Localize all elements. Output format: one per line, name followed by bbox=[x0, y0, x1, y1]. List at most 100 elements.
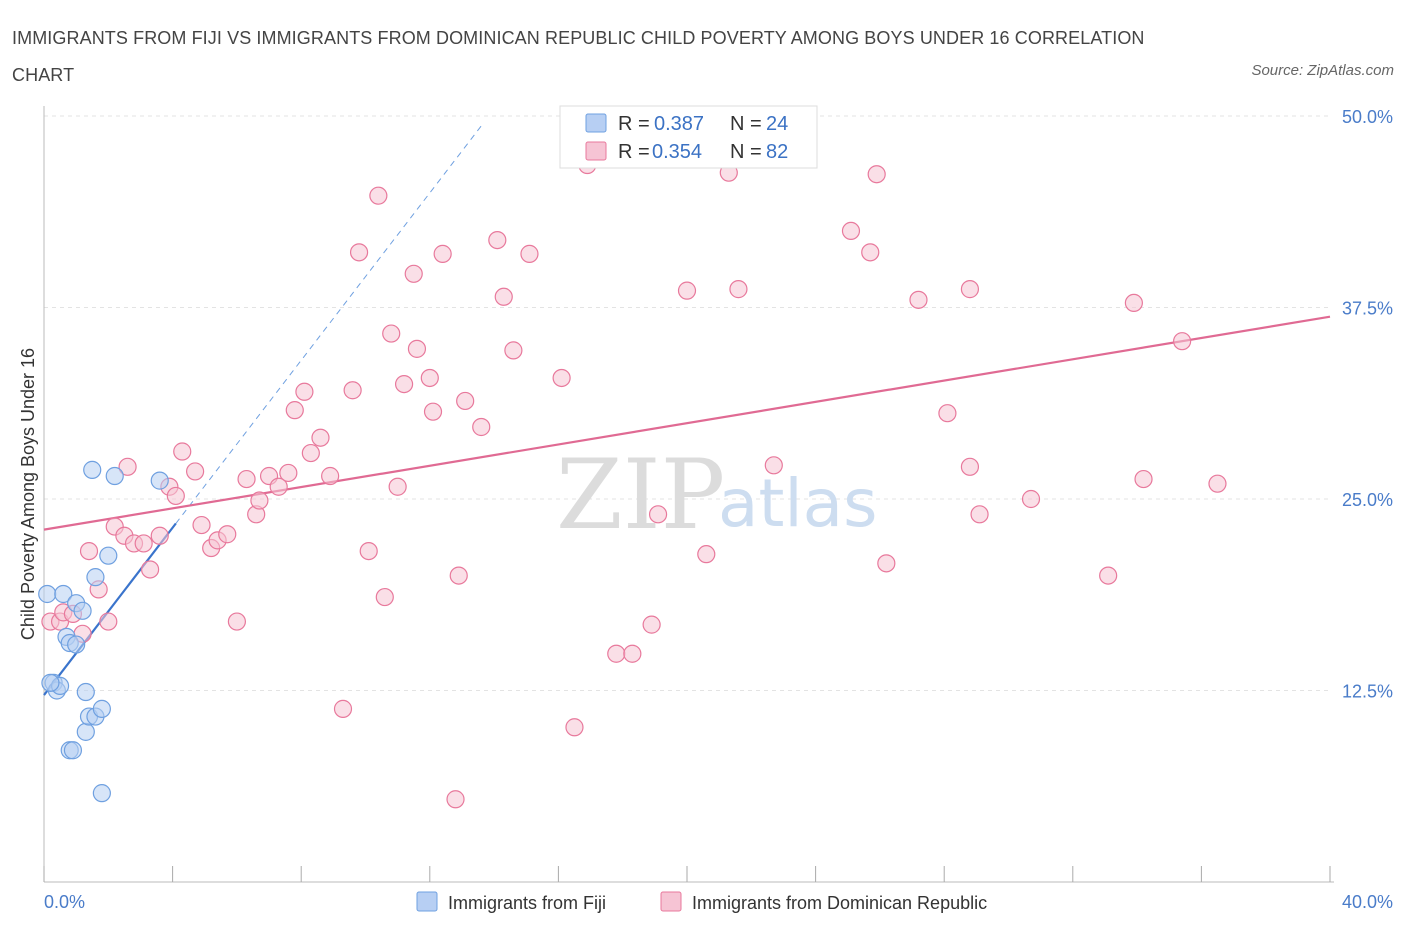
point-fiji-18 bbox=[92, 699, 111, 718]
point-dr-68 bbox=[764, 456, 783, 475]
point-fiji-21 bbox=[105, 466, 124, 486]
point-dr-81 bbox=[1134, 469, 1153, 489]
chart-title: IMMIGRANTS FROM FIJI VS IMMIGRANTS FROM … bbox=[12, 28, 1145, 85]
point-fiji-0 bbox=[38, 584, 57, 604]
point-dr-83 bbox=[1208, 474, 1227, 493]
legend-swatch-dr bbox=[585, 141, 607, 161]
point-dr-16 bbox=[166, 486, 185, 506]
point-dr-49 bbox=[446, 790, 465, 809]
point-dr-69 bbox=[841, 221, 861, 240]
legend-r-value-fiji: 0.387 bbox=[654, 113, 704, 135]
point-dr-73 bbox=[909, 290, 928, 309]
point-fiji-20 bbox=[99, 546, 118, 565]
point-dr-10 bbox=[118, 457, 137, 476]
point-fiji-11 bbox=[73, 601, 92, 620]
point-dr-43 bbox=[394, 375, 414, 394]
point-dr-14 bbox=[150, 526, 169, 545]
point-dr-7 bbox=[99, 612, 118, 631]
trend-lines bbox=[43, 125, 1331, 696]
point-dr-38 bbox=[359, 541, 378, 561]
point-fiji-15 bbox=[83, 460, 102, 479]
point-dr-56 bbox=[520, 244, 539, 263]
point-dr-30 bbox=[285, 401, 304, 420]
point-fiji-13 bbox=[76, 722, 95, 741]
point-dr-37 bbox=[349, 243, 369, 262]
point-dr-23 bbox=[227, 612, 246, 631]
point-dr-67 bbox=[729, 280, 748, 299]
point-dr-71 bbox=[867, 165, 886, 184]
point-dr-70 bbox=[861, 243, 880, 262]
point-dr-19 bbox=[192, 515, 211, 535]
legend-r-label-dr: R = bbox=[618, 141, 650, 163]
point-dr-44 bbox=[404, 264, 423, 283]
point-dr-63 bbox=[648, 505, 668, 524]
point-dr-62 bbox=[642, 615, 661, 634]
y-tick-label-3: 50.0% bbox=[1342, 107, 1393, 127]
point-dr-48 bbox=[433, 244, 452, 263]
trend-line-fiji bbox=[43, 522, 177, 696]
point-dr-65 bbox=[697, 545, 716, 564]
watermark: ZIP atlas bbox=[556, 439, 878, 551]
x-tick-label-max: 40.0% bbox=[1342, 892, 1393, 912]
point-dr-32 bbox=[301, 443, 320, 463]
point-dr-28 bbox=[269, 477, 288, 496]
point-dr-72 bbox=[877, 554, 896, 573]
point-fiji-9 bbox=[67, 635, 86, 654]
point-dr-52 bbox=[472, 417, 491, 437]
point-dr-39 bbox=[369, 186, 388, 205]
point-fiji-4 bbox=[54, 584, 73, 604]
point-dr-42 bbox=[388, 477, 407, 496]
point-fiji-19 bbox=[92, 784, 111, 803]
legend-n-value-dr: 82 bbox=[766, 141, 788, 163]
tick-labels: 12.5% 25.0% 37.5% 50.0% 0.0% 40.0% bbox=[44, 107, 1393, 912]
point-dr-24 bbox=[237, 469, 256, 489]
y-axis-label: Child Poverty Among Boys Under 16 bbox=[18, 348, 38, 640]
point-dr-82 bbox=[1173, 332, 1192, 351]
point-dr-26 bbox=[250, 491, 269, 510]
point-dr-60 bbox=[607, 644, 626, 663]
point-dr-54 bbox=[494, 287, 513, 306]
source-credit: Source: ZipAtlas.com bbox=[1251, 62, 1394, 79]
legend-n-label-fiji: N = bbox=[730, 113, 762, 135]
point-dr-53 bbox=[488, 230, 507, 250]
point-dr-78 bbox=[1021, 489, 1041, 509]
series-dominican-republic bbox=[41, 155, 1227, 809]
watermark-atlas: atlas bbox=[718, 465, 878, 542]
point-fiji-22 bbox=[150, 471, 169, 490]
legend-bottom-label-dr: Immigrants from Dominican Republic bbox=[692, 893, 987, 913]
legend-r-label-fiji: R = bbox=[618, 113, 650, 135]
point-dr-46 bbox=[420, 368, 439, 388]
point-fiji-16 bbox=[86, 568, 105, 587]
x-tick-label-min: 0.0% bbox=[44, 892, 85, 912]
point-dr-34 bbox=[321, 466, 340, 486]
point-dr-17 bbox=[173, 442, 192, 461]
point-dr-76 bbox=[960, 457, 980, 476]
point-dr-57 bbox=[552, 368, 571, 388]
point-dr-13 bbox=[140, 560, 160, 579]
point-dr-33 bbox=[311, 428, 330, 447]
point-dr-12 bbox=[134, 534, 153, 553]
point-dr-40 bbox=[375, 587, 394, 607]
legend-n-value-fiji: 24 bbox=[766, 113, 788, 135]
point-dr-41 bbox=[382, 324, 401, 343]
legend-bottom-label-fiji: Immigrants from Fiji bbox=[448, 893, 606, 913]
point-fiji-8 bbox=[63, 741, 83, 760]
point-dr-74 bbox=[938, 404, 957, 423]
point-fiji-23 bbox=[41, 673, 60, 692]
series-fiji bbox=[38, 460, 169, 803]
legend-bottom: Immigrants from Fiji Immigrants from Dom… bbox=[416, 891, 987, 913]
point-dr-5 bbox=[79, 541, 99, 561]
point-dr-80 bbox=[1124, 293, 1143, 313]
point-dr-18 bbox=[186, 462, 205, 481]
point-dr-35 bbox=[333, 699, 353, 718]
point-fiji-12 bbox=[76, 682, 95, 702]
legend-n-label-dr: N = bbox=[730, 141, 762, 163]
point-dr-47 bbox=[423, 402, 443, 421]
y-tick-label-1: 25.0% bbox=[1342, 490, 1393, 510]
point-dr-22 bbox=[218, 525, 237, 544]
legend-swatch-fiji bbox=[585, 113, 607, 133]
point-dr-51 bbox=[456, 391, 475, 411]
point-dr-64 bbox=[677, 281, 697, 300]
point-dr-31 bbox=[295, 382, 314, 401]
